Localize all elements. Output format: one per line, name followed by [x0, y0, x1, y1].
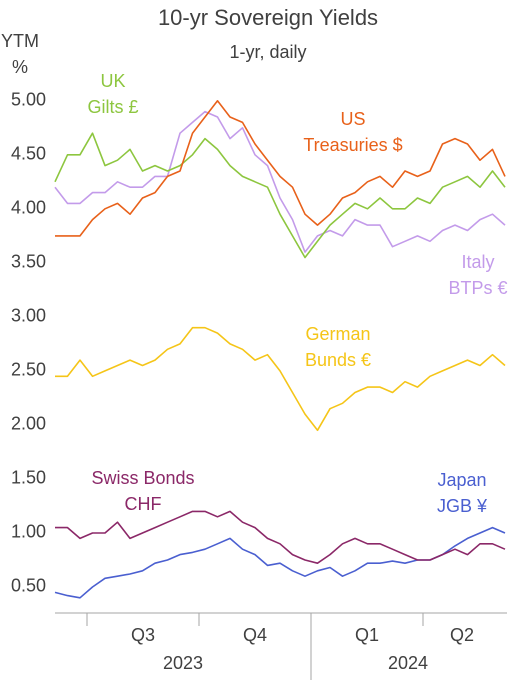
x-tick-label: Q2 — [450, 625, 474, 645]
y-tick-label: 2.00 — [11, 414, 46, 434]
x-group-label: 2024 — [388, 653, 428, 673]
series-label: UK — [100, 71, 125, 91]
chart-title: 10-yr Sovereign Yields — [158, 5, 378, 30]
series-line — [54, 132, 506, 259]
y-tick-label: 2.50 — [11, 360, 46, 380]
x-tick-label: Q3 — [131, 625, 155, 645]
series-label: Japan — [437, 470, 486, 490]
series-label: CHF — [125, 494, 162, 514]
y-tick-label: 1.00 — [11, 522, 46, 542]
y-tick-label: 4.00 — [11, 198, 46, 218]
y-tick-label: 3.00 — [11, 306, 46, 326]
x-group-label: 2023 — [163, 653, 203, 673]
series-line — [55, 326, 506, 432]
y-axis-label: % — [12, 57, 28, 77]
y-axis-label: YTM — [1, 31, 39, 51]
y-tick-label: 3.50 — [11, 252, 46, 272]
y-tick-label: 0.50 — [11, 576, 46, 596]
series-line — [55, 100, 506, 237]
series-label: Italy — [461, 252, 494, 272]
y-tick-label: 1.50 — [11, 468, 46, 488]
series-label: BTPs € — [448, 278, 507, 298]
series-line — [54, 110, 506, 253]
series-label: Gilts £ — [87, 97, 138, 117]
series-label: JGB ¥ — [437, 496, 488, 516]
y-tick-label: 4.50 — [11, 144, 46, 164]
chart-subtitle: 1-yr, daily — [229, 42, 306, 62]
series-label: Swiss Bonds — [91, 468, 194, 488]
x-tick-label: Q4 — [243, 625, 267, 645]
series-label: German — [305, 324, 370, 344]
y-tick-label: 5.00 — [11, 90, 46, 110]
series-label: Treasuries $ — [303, 135, 402, 155]
series-line — [54, 526, 506, 599]
x-tick-label: Q1 — [355, 625, 379, 645]
series-label: Bunds € — [305, 350, 371, 370]
series-line — [55, 510, 506, 564]
series-label: US — [340, 109, 365, 129]
